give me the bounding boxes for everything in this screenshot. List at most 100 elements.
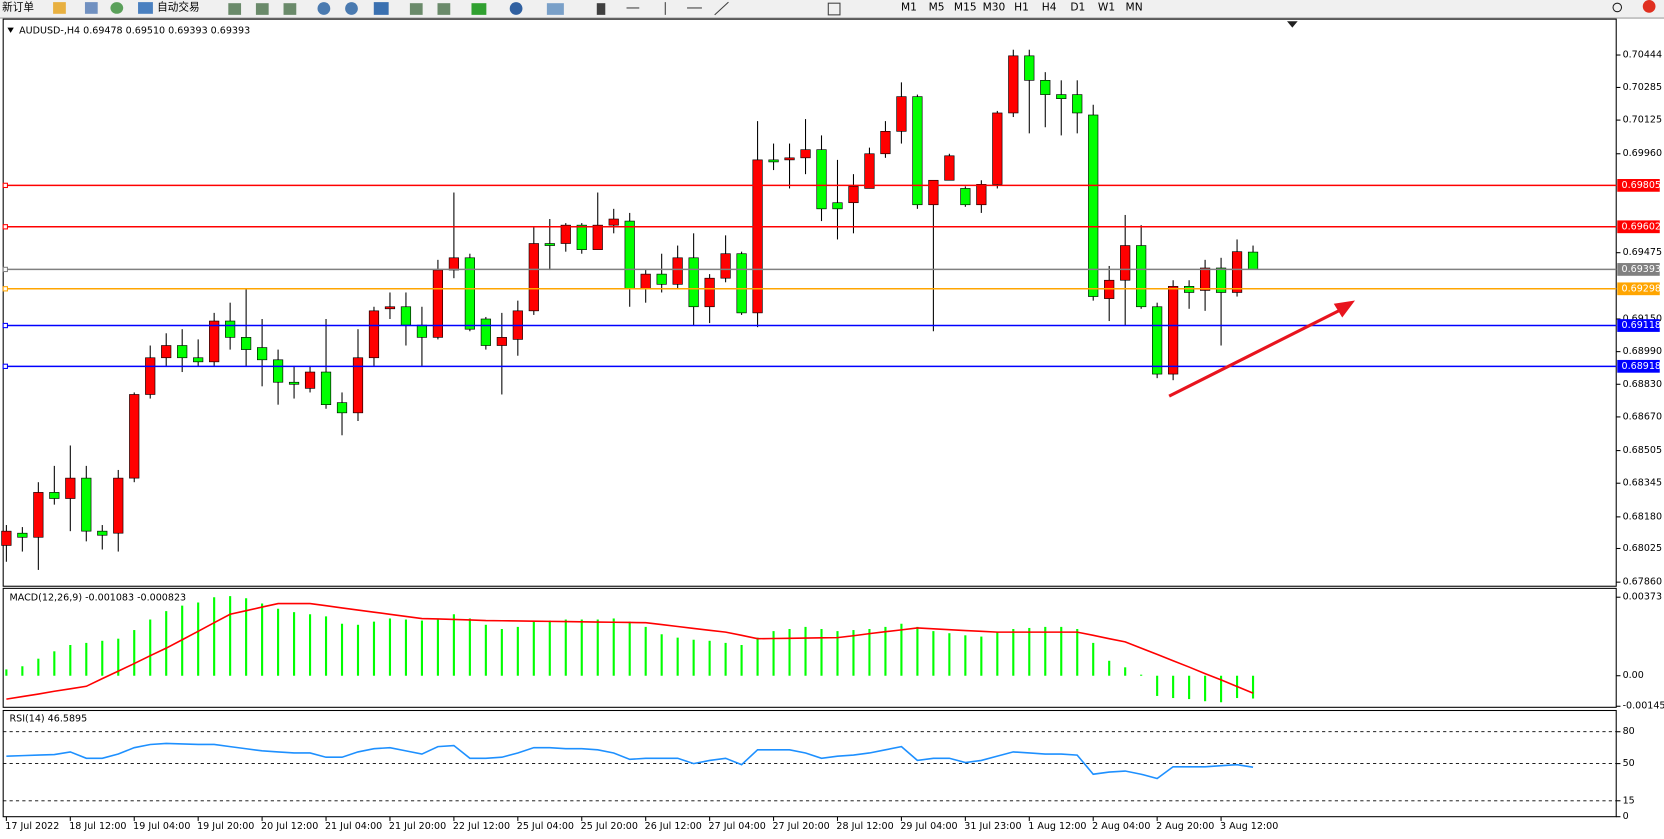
icon[interactable]	[509, 2, 523, 15]
icon[interactable]	[84, 2, 98, 14]
candle-body	[1024, 55, 1035, 81]
rsi-line	[6, 742, 1254, 780]
candle-body	[1215, 267, 1227, 293]
y-tick-label: 0.70125	[1623, 115, 1662, 126]
level-label: 0.69393	[1622, 264, 1661, 275]
level-label: 0.69118	[1622, 320, 1661, 331]
x-tick-label: 29 Jul 04:00	[900, 821, 957, 832]
auto-trading-icon[interactable]	[138, 2, 153, 14]
level-label-box	[1617, 359, 1660, 373]
level-label-box	[1617, 263, 1660, 276]
timeframe-button[interactable]: MN	[1126, 0, 1143, 13]
icon[interactable]	[255, 3, 269, 15]
macd-panel	[2, 587, 1617, 708]
timeframe-button[interactable]: M30	[983, 0, 1006, 13]
icon[interactable]	[373, 2, 389, 15]
trendline-tool[interactable]	[714, 1, 729, 16]
timeframe-button[interactable]: M1	[901, 0, 917, 13]
candle-body	[272, 359, 284, 383]
hline-tool[interactable]	[687, 7, 702, 9]
search-icon[interactable]	[1612, 2, 1623, 13]
icon[interactable]	[546, 3, 564, 15]
candle-body	[624, 220, 635, 289]
icon[interactable]	[53, 2, 66, 14]
timeframe-button[interactable]: H4	[1042, 0, 1057, 13]
candle-body	[161, 345, 172, 359]
candle-body	[928, 179, 939, 206]
annotation-arrowhead	[1333, 300, 1355, 318]
x-tick-label: 17 Jul 2022	[5, 821, 59, 832]
icon[interactable]	[437, 3, 451, 15]
y-tick-label: 0.69960	[1623, 148, 1662, 159]
y-tick-label: 0.68345	[1623, 478, 1662, 489]
candle-body	[384, 306, 396, 310]
candle-body	[145, 357, 156, 395]
icon[interactable]	[471, 3, 487, 15]
timeframe-button[interactable]: W1	[1098, 0, 1115, 13]
candle-body	[1040, 79, 1051, 95]
candle-body	[704, 277, 715, 308]
level-handle	[2, 224, 8, 230]
candle-body	[241, 337, 252, 350]
notification-badge[interactable]	[1642, 0, 1656, 13]
cursor-tool[interactable]	[596, 3, 606, 15]
auto-trading-button[interactable]: 自动交易	[157, 0, 199, 13]
candle-body	[1168, 286, 1179, 375]
level-handle	[2, 182, 8, 189]
candle-body	[608, 218, 619, 226]
x-tick-label: 22 Jul 12:00	[453, 821, 510, 832]
y-tick-label: 0.70444	[1623, 50, 1662, 61]
x-tick-label: 21 Jul 04:00	[325, 821, 382, 832]
y-tick-label: 0.69475	[1623, 247, 1662, 258]
y-tick-label: 0.68025	[1623, 543, 1662, 554]
timeframe-button[interactable]: M15	[954, 0, 977, 13]
x-tick-label: 19 Jul 04:00	[133, 821, 190, 832]
x-tick-label: 2 Aug 20:00	[1156, 821, 1214, 832]
candle-body	[17, 532, 28, 538]
crosshair-tool[interactable]	[626, 7, 640, 9]
macd-title: MACD(12,26,9) -0.001083 -0.000823	[10, 592, 187, 603]
x-tick-label: 3 Aug 12:00	[1220, 821, 1278, 832]
candle-body	[944, 155, 955, 181]
x-tick-label: 28 Jul 12:00	[836, 821, 893, 832]
x-tick-label: 25 Jul 20:00	[581, 821, 638, 832]
title-marker	[7, 27, 14, 33]
level-handle	[2, 286, 8, 292]
candle-body	[352, 357, 364, 414]
icon[interactable]	[283, 3, 297, 15]
zoom-in[interactable]	[317, 2, 331, 15]
main-title: AUDUSD-,H4 0.69478 0.69510 0.69393 0.693…	[19, 25, 250, 36]
y-tick-label: 0.69150	[1623, 313, 1662, 324]
y-tick-label: -0.00145	[1623, 701, 1664, 712]
vline-tool[interactable]	[664, 2, 666, 15]
candle-body	[257, 347, 268, 361]
candle-body	[976, 184, 987, 206]
icon[interactable]	[110, 2, 124, 14]
text-tool[interactable]	[827, 2, 841, 16]
candle-body	[304, 371, 316, 389]
candle-body	[400, 306, 412, 326]
candle-body	[848, 186, 859, 204]
y-tick-label: 0.68830	[1623, 379, 1662, 390]
candle-body	[896, 96, 907, 132]
zoom-out[interactable]	[345, 2, 358, 15]
timeframe-button[interactable]: M5	[929, 0, 945, 13]
timeframe-button[interactable]: H1	[1014, 0, 1029, 13]
candle-body	[528, 243, 539, 312]
level-label: 0.69602	[1622, 221, 1661, 232]
candle-body	[320, 371, 332, 405]
candle-body	[1088, 114, 1099, 297]
candle-body	[1136, 245, 1147, 308]
candle-body	[688, 257, 699, 308]
candle-body	[992, 112, 1003, 185]
icon[interactable]	[409, 3, 423, 15]
timeframe-button[interactable]: D1	[1070, 0, 1085, 13]
candle-body	[864, 153, 875, 189]
x-tick-label: 27 Jul 20:00	[772, 821, 829, 832]
new-order-button[interactable]: 新订单	[2, 0, 34, 13]
x-tick-label: 25 Jul 04:00	[517, 821, 574, 832]
candle-body	[65, 477, 76, 499]
icon[interactable]	[228, 3, 242, 15]
candle-body	[129, 394, 140, 479]
candle-body	[640, 273, 651, 289]
